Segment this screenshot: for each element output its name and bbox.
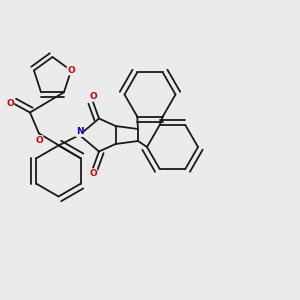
Text: O: O — [89, 169, 97, 178]
Text: O: O — [89, 92, 97, 101]
Text: N: N — [76, 128, 83, 136]
Text: O: O — [6, 99, 14, 108]
Text: O: O — [67, 66, 75, 75]
Text: O: O — [35, 136, 43, 145]
